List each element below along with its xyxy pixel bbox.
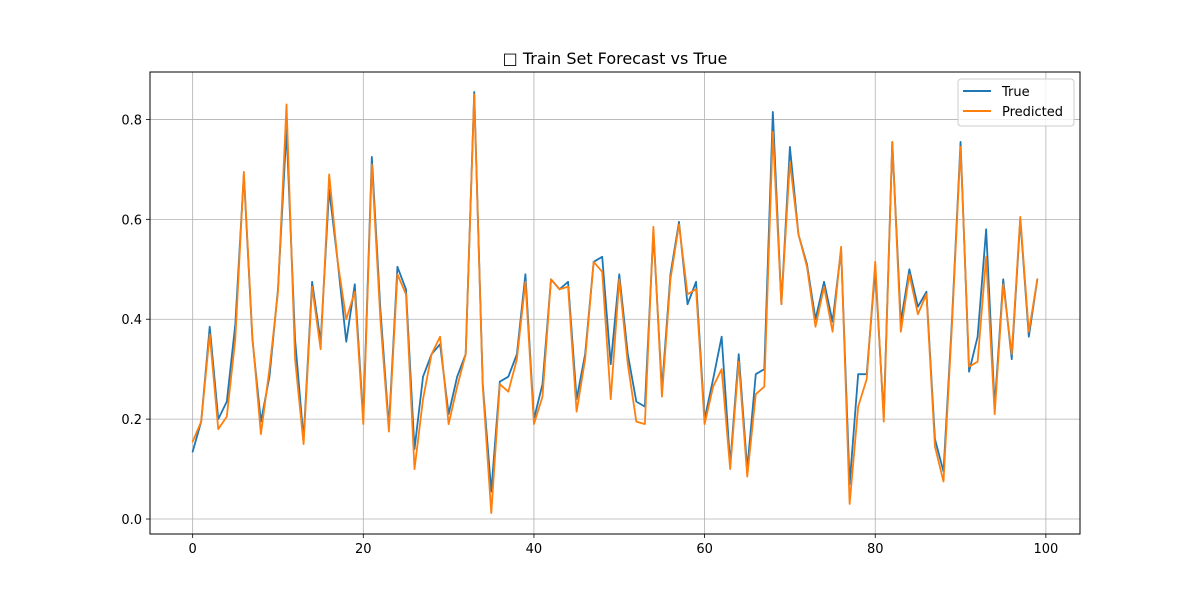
y-tick-label: 0.6 — [121, 213, 142, 228]
y-axis: 0.0 0.2 0.4 0.6 0.8 — [121, 113, 150, 528]
y-tick-label: 0.4 — [121, 313, 142, 328]
x-tick-label: 40 — [526, 542, 543, 557]
series-layer — [191, 91, 1039, 514]
x-axis: 0 20 40 60 80 100 — [189, 534, 1058, 557]
plot-frame — [149, 71, 1081, 535]
x-tick-label: 100 — [1033, 542, 1058, 557]
x-tick-label: 60 — [696, 542, 713, 557]
y-tick-label: 0.2 — [121, 413, 142, 428]
x-tick-label: 0 — [189, 542, 197, 557]
legend-label-true: True — [1001, 85, 1030, 100]
y-tick-label: 0.0 — [121, 513, 142, 528]
x-tick-label: 80 — [867, 542, 884, 557]
legend-label-predicted: Predicted — [1002, 105, 1063, 120]
x-tick-label: 20 — [355, 542, 372, 557]
series-line-predicted — [191, 93, 1039, 514]
chart-title: □ Train Set Forecast vs True — [503, 49, 728, 68]
legend: True Predicted — [957, 78, 1075, 127]
y-tick-label: 0.8 — [121, 113, 142, 128]
